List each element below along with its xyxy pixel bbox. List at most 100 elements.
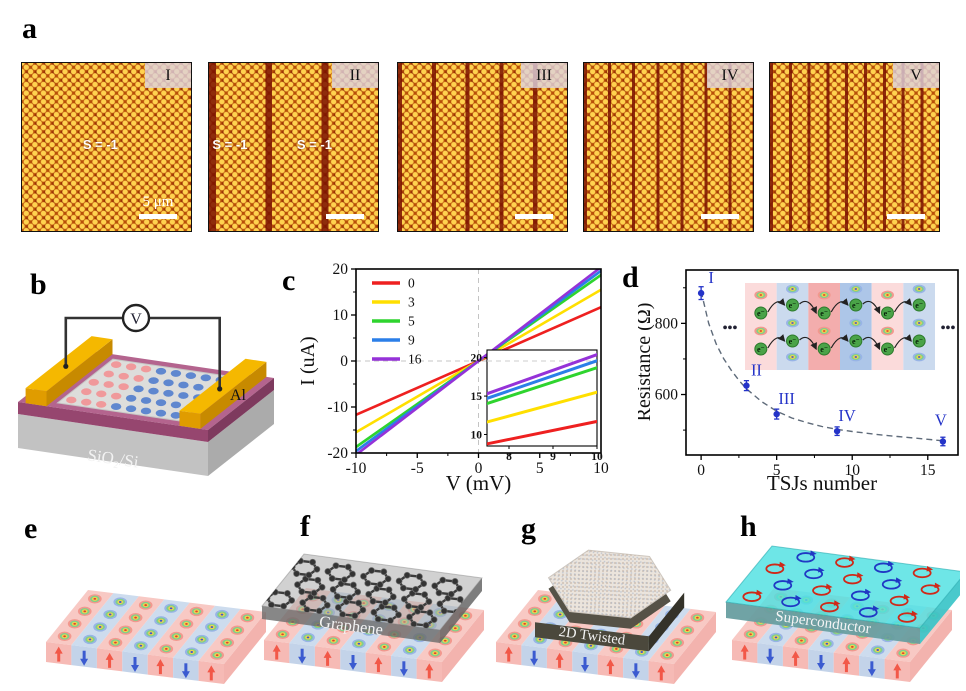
svg-text:e⁻: e⁻: [789, 337, 797, 346]
inset-series-lines: [487, 353, 597, 446]
svg-text:e⁻: e⁻: [820, 309, 828, 318]
svg-text:20: 20: [471, 353, 483, 365]
right-electrode-right-face: [200, 361, 267, 429]
point-label-I: I: [708, 268, 714, 287]
data-point-V: [939, 438, 947, 445]
svg-text:e⁻: e⁻: [789, 301, 797, 310]
svg-text:-20: -20: [327, 445, 348, 462]
svg-text:•••: •••: [941, 321, 956, 336]
svg-text:10: 10: [333, 307, 349, 324]
measurement-wires: [64, 316, 221, 389]
svg-text:16: 16: [408, 352, 422, 367]
panel-label-d: d: [622, 261, 639, 294]
data-point-IV: [833, 427, 841, 435]
svg-text:e⁻: e⁻: [852, 337, 860, 346]
domain-stripes: [209, 63, 378, 231]
vortex-circle-arrow: [781, 596, 801, 608]
vortex-circle-arrow: [820, 601, 839, 613]
x-axis-label: TSJs number: [767, 471, 877, 495]
vortex-circle-arrow: [742, 591, 762, 602]
afm-image-V: V: [769, 62, 940, 232]
svg-text:e⁻: e⁻: [915, 301, 923, 310]
afm-image-IV: IV: [583, 62, 754, 232]
left-electrode-top-face: [25, 336, 113, 392]
svg-text:600: 600: [655, 387, 679, 404]
domain-stripes: [770, 63, 939, 231]
magnetic-film-front-face: [18, 402, 208, 442]
vortex-circle-arrow: [873, 562, 893, 573]
vortex-circle-arrow: [889, 595, 909, 607]
point-label-V: V: [935, 410, 947, 429]
vortex-circle-arrow: [850, 590, 870, 601]
image-label-badge: IV: [707, 63, 753, 88]
legend: 0 3 5 9 16: [372, 276, 422, 367]
svg-text:•••: •••: [723, 321, 738, 336]
svg-text:3: 3: [408, 295, 415, 310]
vortex-circle-arrow: [796, 552, 816, 563]
vortex-circle-arrow: [858, 607, 878, 618]
vortex-circle-arrow: [843, 573, 862, 585]
fit-curve: [700, 291, 943, 442]
vortex-circle-arrow: [897, 612, 917, 623]
vortex-circle-arrow: [835, 557, 854, 568]
svg-text:e⁻: e⁻: [757, 309, 765, 318]
svg-text:0: 0: [340, 353, 348, 370]
device-schematic: V Al SiO₂/Si: [18, 303, 274, 476]
image-label-badge: II: [332, 63, 378, 88]
right-electrode-front-face: [179, 410, 201, 429]
vortex-circle-arrow: [812, 585, 831, 596]
afm-image-III: III: [397, 62, 568, 232]
svg-text:10: 10: [844, 462, 860, 479]
y-axis-label: I (uA): [298, 336, 319, 385]
graphene-heterostructure-schematic: Graphene: [261, 553, 484, 682]
iv-series-lines: [356, 269, 601, 453]
svg-text:5: 5: [536, 460, 544, 477]
striped-magnetic-slab: [46, 590, 266, 684]
x-axis-label: V (mV): [446, 471, 512, 495]
vortex-circle-arrow: [804, 568, 824, 580]
scale-bar: [701, 214, 739, 219]
data-point-III: [773, 410, 780, 418]
afm-image-II: S = -1 S = -1 II: [208, 62, 379, 232]
voltmeter-label: V: [130, 311, 142, 328]
svg-text:0: 0: [408, 276, 415, 291]
left-electrode-right-face: [46, 339, 113, 407]
svg-text:-10: -10: [346, 460, 367, 477]
panel-label-b: b: [30, 268, 47, 301]
svg-text:0: 0: [475, 460, 483, 477]
svg-text:e⁻: e⁻: [852, 301, 860, 310]
svg-text:0: 0: [697, 462, 705, 479]
svg-text:5: 5: [408, 314, 415, 329]
svg-text:9: 9: [550, 451, 556, 463]
skyrmion-lattice-schematic: [46, 590, 266, 684]
right-contact: [217, 386, 223, 392]
resistance-chart: e⁻ e⁻ e⁻ e⁻ e⁻ e⁻ e⁻ e⁻ e⁻ e⁻ e⁻ e⁻ ••• ••• 0 5 10 15 600 8…: [638, 268, 959, 495]
domain-stripes: [584, 63, 753, 231]
vortex-circle-arrow: [773, 580, 793, 591]
vortex-circle-arrow: [920, 584, 940, 595]
superconductor-layer: Superconductor: [725, 545, 960, 644]
domain-stripes: [398, 63, 567, 231]
electrode-label: Al: [230, 387, 247, 404]
afm-texture: [22, 63, 191, 231]
panel-label-e: e: [24, 512, 38, 545]
svg-text:8: 8: [506, 451, 512, 463]
panel-label-h: h: [740, 510, 757, 543]
svg-text:e⁻: e⁻: [820, 345, 828, 354]
svg-text:-5: -5: [411, 460, 424, 477]
panel-label-a: a: [22, 12, 37, 45]
svg-text:e⁻: e⁻: [915, 337, 923, 346]
image-label-badge: III: [521, 63, 567, 88]
image-label-badge: V: [893, 63, 939, 88]
vortex-circle-arrow: [881, 579, 901, 590]
svg-text:e⁻: e⁻: [757, 345, 765, 354]
point-label-IV: IV: [838, 406, 855, 425]
image-label-badge: I: [145, 63, 191, 88]
scale-bar: [515, 214, 553, 219]
svg-text:15: 15: [920, 462, 936, 479]
svg-text:-10: -10: [327, 399, 348, 416]
vortex-circle-arrow: [765, 563, 785, 574]
svg-text:9: 9: [408, 333, 415, 348]
